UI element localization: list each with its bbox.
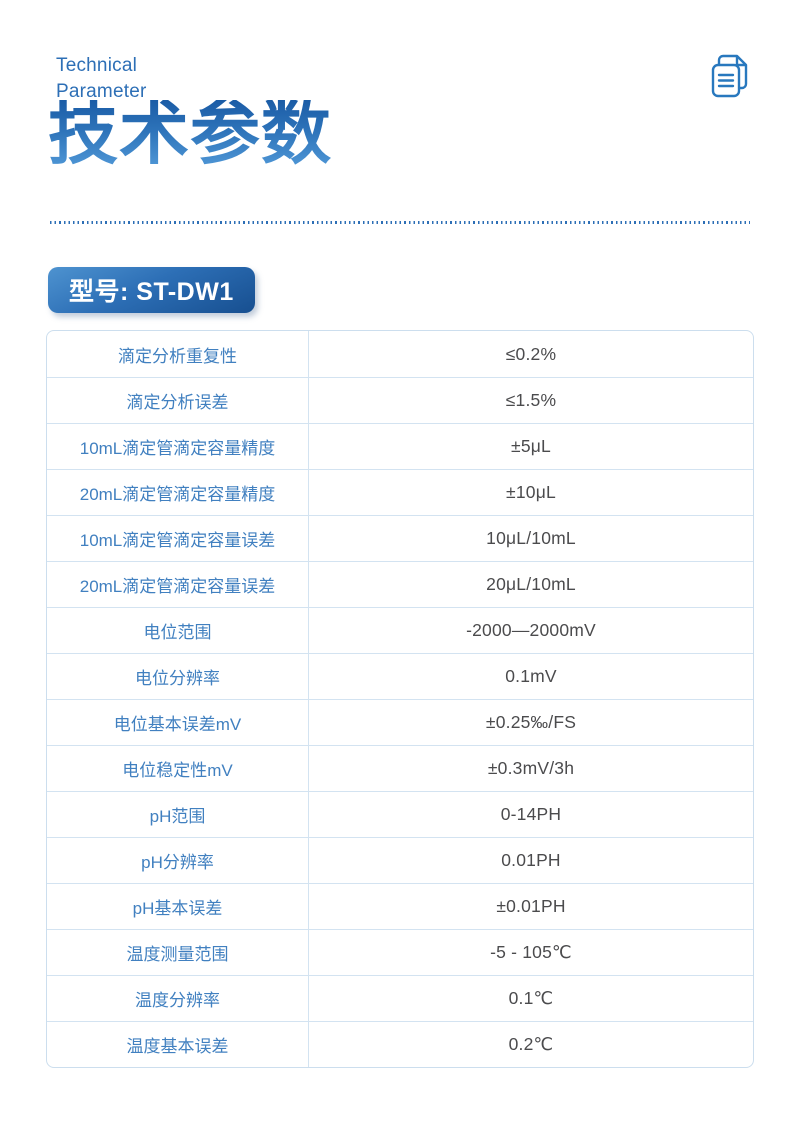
param-value: 0.1mV xyxy=(505,666,557,686)
param-label: pH范围 xyxy=(47,792,309,837)
table-row: 电位基本误差mV ±0.25‰/FS xyxy=(47,699,753,745)
table-row: 滴定分析重复性 ≤0.2% xyxy=(47,331,753,377)
table-row: pH范围 0-14PH xyxy=(47,791,753,837)
param-value: 0.2℃ xyxy=(508,1034,554,1054)
param-value: 0.1℃ xyxy=(508,988,554,1008)
param-label: pH基本误差 xyxy=(47,884,309,929)
param-label: 10mL滴定管滴定容量精度 xyxy=(47,424,309,469)
param-value: ±0.25‰/FS xyxy=(485,712,577,732)
table-row: 20mL滴定管滴定容量误差 20μL/10mL xyxy=(47,561,753,607)
table-row: 10mL滴定管滴定容量精度 ±5μL xyxy=(47,423,753,469)
param-label: pH分辨率 xyxy=(47,838,309,883)
param-value: ≤1.5% xyxy=(505,390,557,410)
table-row: 电位分辨率 0.1mV xyxy=(47,653,753,699)
param-label: 20mL滴定管滴定容量误差 xyxy=(47,562,309,607)
param-label: 10mL滴定管滴定容量误差 xyxy=(47,516,309,561)
param-value: ±5μL xyxy=(511,436,551,456)
table-row: pH基本误差 ±0.01PH xyxy=(47,883,753,929)
param-label: 20mL滴定管滴定容量精度 xyxy=(47,470,309,515)
table-row: 10mL滴定管滴定容量误差 10μL/10mL xyxy=(47,515,753,561)
eyebrow-line-1: Technical xyxy=(56,55,138,76)
param-label: 温度测量范围 xyxy=(47,930,309,975)
eyebrow-line-2: Parameter xyxy=(56,81,147,102)
param-label: 电位范围 xyxy=(47,608,309,653)
copy-documents-icon xyxy=(706,52,752,100)
param-label: 电位稳定性mV xyxy=(47,746,309,791)
param-value: 0-14PH xyxy=(500,804,562,824)
dotted-separator xyxy=(50,221,750,225)
eyebrow-text: Technical Parameter xyxy=(56,53,147,105)
param-value: ±10μL xyxy=(506,482,556,502)
param-value: -5 - 105℃ xyxy=(490,942,572,962)
param-value: ≤0.2% xyxy=(505,343,557,364)
spec-table-body: 滴定分析重复性 ≤0.2% 滴定分析误差 ≤1.5% 10mL滴定管滴定容量精度 ±5μL… xyxy=(47,331,753,1067)
param-value: 20μL/10mL xyxy=(486,574,576,594)
param-label: 滴定分析误差 xyxy=(47,378,309,423)
table-row: 电位范围 -2000—2000mV xyxy=(47,607,753,653)
param-value: 0.01PH xyxy=(501,850,561,870)
table-row: 电位稳定性mV ±0.3mV/3h xyxy=(47,745,753,791)
table-row: 温度基本误差 0.2℃ xyxy=(47,1021,753,1067)
model-badge-label: 型号: ST-DW1 xyxy=(69,278,234,306)
param-value: ±0.01PH xyxy=(496,896,566,916)
param-label: 电位基本误差mV xyxy=(47,700,309,745)
param-value: 10μL/10mL xyxy=(486,528,576,548)
spec-table: 滴定分析重复性 ≤0.2% 滴定分析误差 ≤1.5% 10mL滴定管滴定容量精度 ±5μL… xyxy=(46,330,754,1068)
table-row: 滴定分析误差 ≤1.5% xyxy=(47,377,753,423)
page-title: 技术参数 xyxy=(48,96,332,173)
table-row: 温度测量范围 -5 - 105℃ xyxy=(47,929,753,975)
param-label: 滴定分析重复性 xyxy=(47,331,309,377)
param-label: 温度分辨率 xyxy=(47,976,309,1021)
param-label: 电位分辨率 xyxy=(47,654,309,699)
param-label: 温度基本误差 xyxy=(47,1022,309,1067)
table-row: pH分辨率 0.01PH xyxy=(47,837,753,883)
model-badge: 型号: ST-DW1 xyxy=(48,267,255,313)
table-row: 20mL滴定管滴定容量精度 ±10μL xyxy=(47,469,753,515)
param-value: -2000—2000mV xyxy=(466,620,596,640)
table-row: 温度分辨率 0.1℃ xyxy=(47,975,753,1021)
param-value: ±0.3mV/3h xyxy=(487,758,575,778)
